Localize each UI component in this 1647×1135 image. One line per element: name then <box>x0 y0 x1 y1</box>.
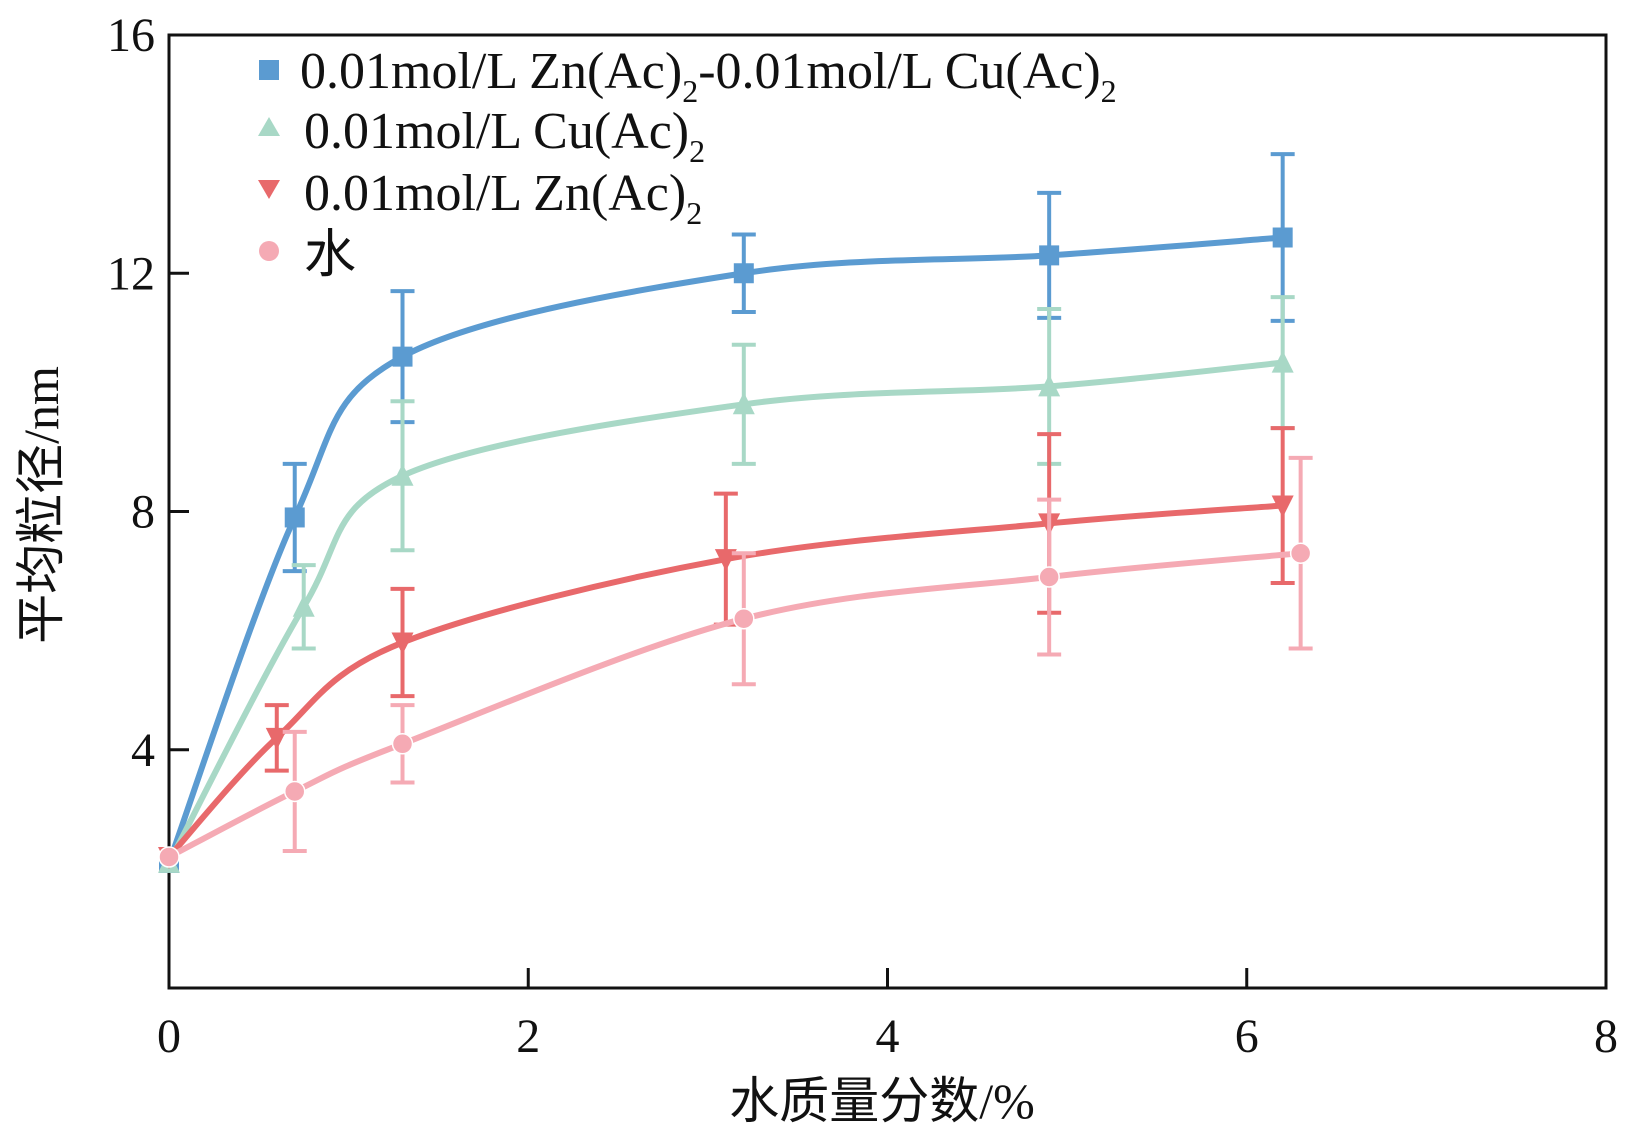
data-point-square <box>1039 245 1060 266</box>
legend-label-zn-cu-sub1: 2 <box>682 73 698 109</box>
legend-marker-circle <box>259 241 279 261</box>
data-point-circle <box>158 846 180 868</box>
data-point-triangle-up <box>1271 350 1294 373</box>
data-point-triangle-down <box>265 727 288 750</box>
y-tick-label: 4 <box>131 724 155 777</box>
legend-label-cu-sub: 2 <box>689 133 705 169</box>
svg-text:0.01mol/L Zn(Ac)2-0.01mol/L Cu: 0.01mol/L Zn(Ac)2-0.01mol/L Cu(Ac)2 <box>300 43 1117 109</box>
data-point-triangle-down <box>1271 495 1294 518</box>
data-point-circle <box>1038 566 1060 588</box>
series-line-3 <box>166 550 1304 860</box>
legend-label-zn-sub: 2 <box>686 195 702 231</box>
svg-text:0.01mol/L Cu(Ac)2: 0.01mol/L Cu(Ac)2 <box>304 103 705 169</box>
data-point-triangle-up <box>732 392 755 415</box>
data-point-square <box>392 346 413 367</box>
x-tick-label: 0 <box>157 1010 181 1063</box>
x-tick-label: 6 <box>1235 1010 1259 1063</box>
data-point-square <box>1272 227 1293 248</box>
x-axis-title: 水质量分数/% <box>729 1073 1035 1129</box>
x-tick-label: 2 <box>516 1010 540 1063</box>
legend-item-cu: 0.01mol/L Cu(Ac)2 <box>258 103 705 169</box>
legend-label-water: 水 <box>304 227 356 284</box>
legend-marker-triangle-down <box>258 180 280 199</box>
data-point-triangle-up <box>391 463 414 486</box>
legend-item-zn-cu: 0.01mol/L Zn(Ac)2-0.01mol/L Cu(Ac)2 <box>259 43 1117 109</box>
series-line-1 <box>166 359 1286 866</box>
legend-label-zn: 0.01mol/L Zn(Ac) <box>304 165 686 222</box>
y-tick-label: 12 <box>107 247 155 300</box>
legend-marker-square <box>259 60 279 80</box>
legend: 0.01mol/L Zn(Ac)2-0.01mol/L Cu(Ac)2 0.01… <box>258 43 1117 284</box>
legend-label-zn-cu-sub2: 2 <box>1101 73 1117 109</box>
data-point-triangle-down <box>391 632 414 655</box>
y-tick-label: 16 <box>107 9 155 62</box>
data-point-circle <box>733 607 755 630</box>
data-point-triangle-up <box>292 594 315 617</box>
plot-area: 0 2 4 6 8 4 8 12 16 <box>107 9 1618 1063</box>
data-point-square <box>733 263 754 284</box>
legend-marker-triangle-up <box>258 117 280 136</box>
legend-label-zn-cu-part1: 0.01mol/L Zn(Ac) <box>300 43 682 100</box>
y-tick-label: 8 <box>131 486 155 539</box>
y-axis-title: 平均粒径/nm <box>13 366 69 644</box>
legend-item-zn: 0.01mol/L Zn(Ac)2 <box>258 165 702 231</box>
svg-text:0.01mol/L Zn(Ac)2: 0.01mol/L Zn(Ac)2 <box>304 165 702 231</box>
series-line-0 <box>166 234 1286 866</box>
data-point-triangle-up <box>1038 374 1061 397</box>
data-point-circle <box>1289 542 1312 564</box>
legend-label-cu: 0.01mol/L Cu(Ac) <box>304 103 689 160</box>
legend-label-zn-cu-part2: -0.01mol/L Cu(Ac) <box>698 43 1100 100</box>
data-point-circle <box>391 733 414 755</box>
legend-item-water: 水 <box>259 227 356 284</box>
x-tick-label: 8 <box>1594 1010 1618 1063</box>
data-point-triangle-down <box>714 549 737 572</box>
data-point-circle <box>283 780 306 803</box>
x-tick-label: 4 <box>876 1010 900 1063</box>
data-point-square <box>284 507 305 528</box>
